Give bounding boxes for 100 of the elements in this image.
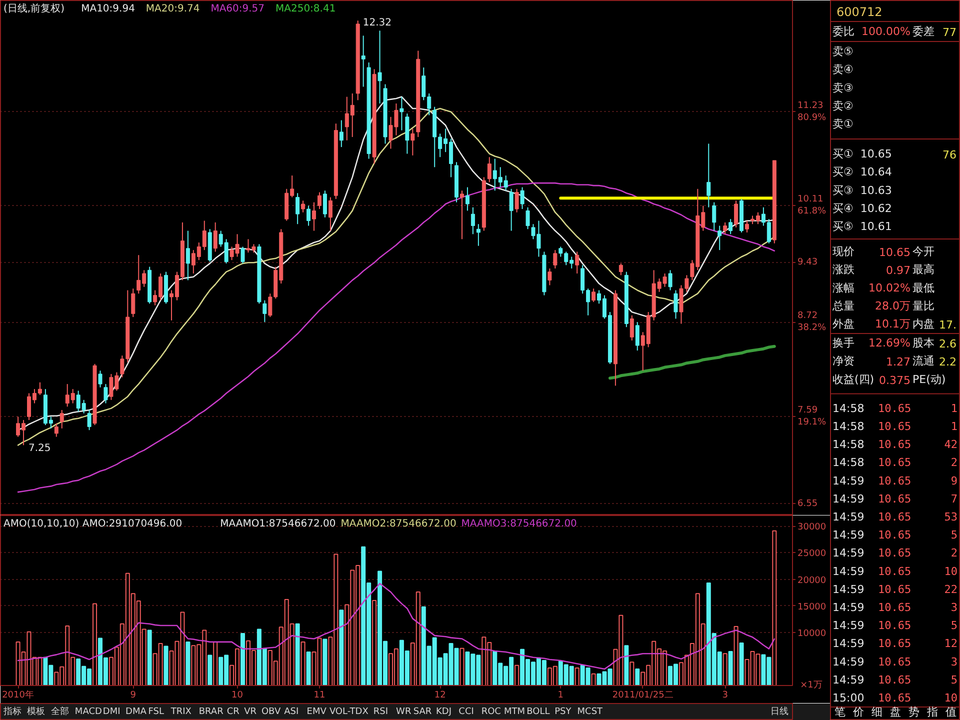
legend-label: MAAMO2:87546672.00 bbox=[340, 518, 456, 530]
text: SAR bbox=[413, 707, 432, 717]
text: 76 bbox=[942, 148, 957, 162]
text: 14:59 bbox=[832, 601, 864, 614]
text: 0.375 bbox=[879, 374, 911, 387]
text: 最低 bbox=[912, 281, 934, 294]
text: 2.2 bbox=[939, 356, 957, 369]
text: 盘 bbox=[890, 706, 901, 719]
text: 10.65 5 bbox=[878, 528, 958, 542]
text: 卖② bbox=[832, 99, 854, 112]
text: 14:59 bbox=[832, 564, 864, 578]
chart-title: AMO(10,10,10) AMO:291070496.00 bbox=[4, 518, 182, 530]
text: 14:59 bbox=[832, 655, 864, 668]
text: 14:58 bbox=[832, 438, 864, 452]
text: 买⑤ 10.61 bbox=[832, 220, 892, 233]
text: DMI bbox=[102, 707, 120, 717]
y-tick-label: 25000 bbox=[798, 549, 826, 560]
text: MA20:9.74 bbox=[146, 4, 200, 14]
text: 买① 10.65 bbox=[832, 148, 892, 161]
text: DMA bbox=[126, 707, 148, 717]
y-tick-label: 7.59 19.1% bbox=[798, 406, 827, 428]
text: PSY bbox=[554, 707, 572, 717]
text: 14:59 bbox=[832, 474, 864, 488]
text: 流通 bbox=[912, 354, 934, 368]
y-tick-label: 30000 bbox=[798, 522, 826, 533]
text: MAAMO3:87546672.00 bbox=[461, 518, 577, 530]
text: BOLL bbox=[526, 707, 550, 717]
text: 最高 bbox=[912, 263, 934, 276]
text: ASI bbox=[284, 707, 299, 717]
text: 今开 bbox=[912, 245, 934, 258]
y-tick-label: 10000 bbox=[798, 628, 826, 639]
x-tick-label: 12 bbox=[434, 690, 446, 700]
text: 14:59 bbox=[832, 582, 864, 596]
text: 10.65 10 bbox=[878, 692, 958, 704]
chart-title: (日线,前复权) bbox=[4, 2, 65, 14]
text: FSL bbox=[148, 707, 164, 717]
text: MACD bbox=[74, 707, 102, 717]
text: 10.65 5 bbox=[878, 619, 958, 632]
text: WR bbox=[396, 707, 412, 717]
text: 10.65 bbox=[879, 246, 911, 260]
text: 收益(四) bbox=[832, 372, 874, 386]
text: OBV bbox=[261, 707, 282, 717]
text: MA60:9.57 bbox=[210, 4, 265, 14]
text: 卖③ bbox=[832, 81, 854, 94]
text: 买③ 10.63 bbox=[832, 184, 892, 197]
x-tick-label: 10 bbox=[232, 690, 244, 700]
text: 内盘 bbox=[912, 318, 934, 330]
text: 10.1万 bbox=[875, 318, 911, 330]
y-tick-label: 6.55 bbox=[798, 498, 818, 509]
legend-label: MA250:8.41 bbox=[276, 4, 336, 14]
x-tick-label: 2011/01/25二 bbox=[612, 690, 674, 700]
text: VR bbox=[244, 707, 257, 717]
y-axis-title: ×1万 bbox=[800, 680, 822, 690]
text: 价 bbox=[852, 706, 864, 719]
text: PE(动) bbox=[912, 372, 946, 386]
text: 涨跌 bbox=[832, 263, 854, 276]
text: TRIX bbox=[170, 707, 192, 717]
text: 细 bbox=[871, 706, 882, 719]
text: 10.65 7 bbox=[878, 492, 958, 506]
y-tick-label: 15000 bbox=[798, 602, 826, 612]
text: 换手 bbox=[832, 336, 854, 350]
text: 买② 10.64 bbox=[832, 166, 892, 179]
text: 委比 bbox=[832, 25, 854, 38]
text: 12.69% bbox=[868, 336, 911, 350]
text: 现价 bbox=[832, 245, 854, 258]
text: 14:59 bbox=[832, 619, 864, 632]
text: 10.65 2 bbox=[878, 546, 958, 560]
text: 笔 bbox=[834, 706, 846, 719]
text: 14:59 bbox=[832, 637, 864, 650]
text: 10.02% bbox=[868, 281, 911, 294]
text: 17. bbox=[939, 318, 957, 332]
text: 10.65 1 bbox=[878, 420, 958, 433]
text: 买④ 10.62 bbox=[832, 202, 892, 215]
text: 10.65 42 bbox=[878, 438, 958, 452]
text: 10.65 12 bbox=[878, 637, 958, 650]
text: 10.65 3 bbox=[878, 655, 958, 668]
annotation: 12.32 bbox=[362, 18, 392, 29]
text: 14:59 bbox=[832, 528, 864, 542]
annotation: 7.25 bbox=[28, 443, 51, 454]
x-tick-label: 2010年 bbox=[2, 690, 34, 700]
text: 指标 bbox=[2, 706, 22, 717]
text: BRAR bbox=[198, 707, 224, 717]
y-tick-label: 10.11 61.8% bbox=[798, 194, 827, 217]
text: CCI bbox=[458, 707, 474, 717]
text: 量比 bbox=[912, 299, 934, 312]
text: VOL-TDX bbox=[329, 707, 368, 717]
text: 10.65 9 bbox=[878, 474, 958, 488]
y-tick-label: 9.43 bbox=[798, 258, 818, 268]
y-tick-label: 20000 bbox=[798, 576, 826, 586]
text: 14:58 bbox=[832, 456, 864, 470]
text: CR bbox=[226, 707, 240, 717]
text: 14:59 bbox=[832, 546, 864, 560]
x-tick-label: 3 bbox=[722, 690, 728, 700]
x-tick-label: 9 bbox=[130, 690, 136, 700]
text: 指 bbox=[927, 706, 938, 719]
text: 卖⑤ bbox=[832, 45, 854, 58]
text: 全部 bbox=[51, 706, 70, 717]
text: 日线 bbox=[770, 706, 789, 717]
text: MTM bbox=[504, 707, 526, 717]
text: 净资 bbox=[832, 354, 854, 368]
